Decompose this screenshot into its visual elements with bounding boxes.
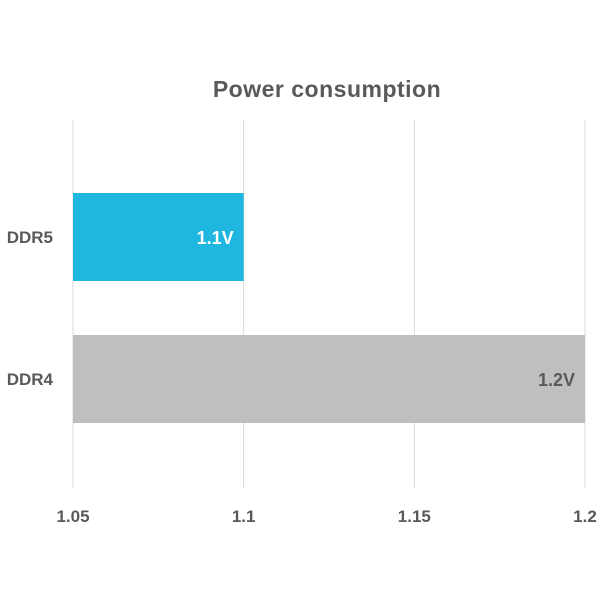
x-tick-label: 1.1: [232, 507, 256, 526]
category-label: DDR5: [7, 228, 53, 247]
data-label: 1.1V: [197, 228, 234, 248]
x-tick-label: 1.15: [398, 507, 431, 526]
labels: 1.05 1.1 1.15 1.2 DDR5 1.1V DDR4 1.2V: [7, 228, 597, 526]
bars: [73, 193, 585, 423]
category-label: DDR4: [7, 370, 54, 389]
bar-ddr5: [73, 193, 244, 281]
data-label: 1.2V: [538, 370, 575, 390]
chart-title: Power consumption: [213, 76, 441, 102]
x-tick-label: 1.2: [573, 507, 597, 526]
x-tick-label: 1.05: [56, 507, 89, 526]
gridlines: [72, 120, 586, 488]
bar-ddr4: [73, 335, 585, 423]
